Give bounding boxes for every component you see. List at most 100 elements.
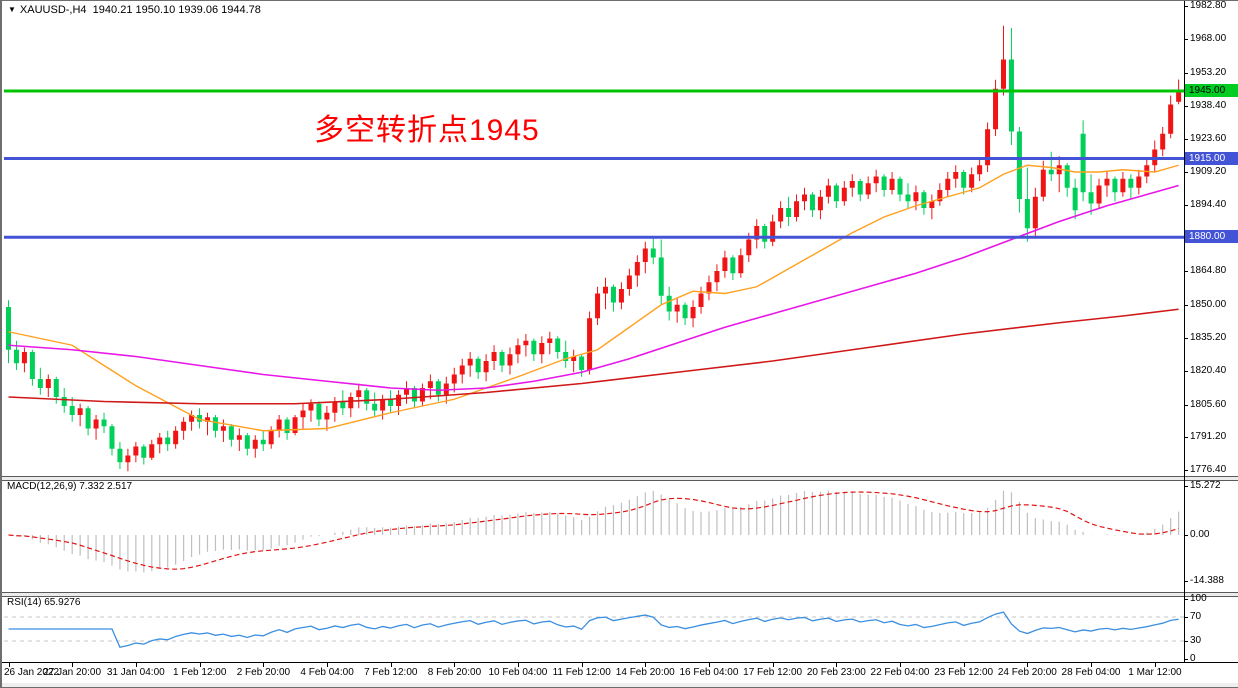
time-label: 1 Mar 12:00 [1128, 667, 1182, 678]
axis-tick [1184, 171, 1188, 173]
time-label: 4 Feb 04:00 [300, 667, 354, 678]
price-level-tag-1880.00[interactable]: 1880.00 [1185, 230, 1238, 244]
time-label: 22 Feb 04:00 [870, 667, 930, 678]
axis-tick [1184, 485, 1188, 487]
time-label: 20 Feb 23:00 [806, 667, 866, 678]
time-tick [454, 663, 456, 667]
price-tick-1820.4: 1820.40 [1190, 365, 1227, 377]
price-tick-1982.8: 1982.80 [1190, 0, 1227, 11]
axis-tick [1184, 338, 1188, 340]
time-label: 17 Feb 12:00 [743, 667, 803, 678]
time-tick [517, 663, 519, 667]
collapse-quotes-icon[interactable]: ▼ [8, 5, 16, 14]
macd-histogram [15, 490, 1180, 573]
time-tick [1154, 663, 1156, 667]
price-axis-line [1184, 1, 1185, 662]
axis-tick [1184, 204, 1188, 206]
time-tick [263, 663, 265, 667]
time-label: 11 Feb 12:00 [552, 667, 611, 678]
rsi-tick-0: 0 [1190, 653, 1196, 664]
price-tick-1850: 1850.00 [1190, 298, 1227, 310]
rsi-indicator-pane[interactable] [4, 596, 1184, 662]
rsi-tick-30: 30 [1190, 635, 1202, 646]
time-tick [900, 663, 902, 667]
macd-indicator-pane[interactable] [4, 480, 1184, 592]
time-tick [963, 663, 965, 667]
macd-label: MACD(12,26,9) 7.332 2.517 [7, 481, 133, 492]
time-label: 8 Feb 20:00 [427, 667, 482, 678]
time-label: 7 Feb 12:00 [364, 667, 418, 678]
ma-mid-magenta [8, 184, 1179, 392]
axis-tick [1184, 5, 1188, 7]
axis-tick [1184, 371, 1188, 373]
price-tick-1938.4: 1938.40 [1190, 99, 1227, 111]
time-label: 31 Jan 04:00 [106, 667, 165, 678]
ma-fast-orange [8, 164, 1179, 432]
ma-slow-darkred [8, 308, 1179, 405]
rsi-tick-70: 70 [1190, 611, 1202, 622]
rsi-label: RSI(14) 65.9276 [7, 597, 81, 608]
axis-tick [1184, 139, 1188, 141]
price-level-tag-1945.00[interactable]: 1945.00 [1185, 84, 1238, 97]
candles-layer [6, 25, 1182, 472]
time-label: 28 Feb 04:00 [1061, 667, 1121, 678]
price-tick-1776.4: 1776.40 [1190, 464, 1227, 476]
ohlc-values: 1940.21 1950.10 1939.06 1944.78 [92, 4, 261, 16]
time-tick [8, 663, 10, 667]
price-tick-1791.2: 1791.20 [1190, 431, 1227, 443]
axis-tick [1184, 437, 1188, 439]
price-tick-1805.6: 1805.60 [1190, 398, 1227, 410]
time-label: 16 Feb 04:00 [679, 667, 739, 678]
axis-tick [1184, 659, 1188, 660]
axis-tick [1184, 404, 1188, 406]
price-level-tag-1915.00[interactable]: 1915.00 [1185, 151, 1238, 165]
price-tick-1923.6: 1923.60 [1190, 133, 1227, 145]
time-tick [836, 663, 838, 667]
axis-tick [1184, 641, 1188, 642]
pivot-annotation-text: 多空转折点1945 [314, 114, 540, 147]
time-label: 26 Jan 2022 [4, 667, 60, 678]
macd-signal-line [8, 491, 1179, 570]
axis-tick [1184, 271, 1188, 273]
price-tick-1894.4: 1894.40 [1190, 198, 1227, 210]
axis-tick [1184, 535, 1188, 536]
time-label: 2 Feb 20:00 [236, 667, 291, 678]
time-tick [326, 663, 328, 667]
axis-tick [1184, 72, 1188, 74]
time-label: 1 Feb 12:00 [173, 667, 227, 678]
axis-tick [1184, 470, 1188, 472]
time-label: 14 Feb 20:00 [615, 667, 675, 678]
axis-tick [1184, 599, 1188, 600]
window-bottom-strip [2, 683, 1238, 687]
pane-divider[interactable] [2, 476, 1238, 481]
time-tick [772, 663, 774, 667]
time-label: 27 Jan 20:00 [43, 667, 101, 678]
time-tick [581, 663, 583, 667]
axis-tick [1184, 39, 1188, 41]
macd-tick-15.272: 15.272 [1190, 479, 1221, 491]
axis-tick [1184, 105, 1188, 107]
symbol-period-label: XAUUSD-,H4 [19, 4, 87, 16]
axis-tick [1184, 617, 1188, 618]
time-tick [645, 663, 647, 667]
rsi-tick-100: 100 [1190, 593, 1207, 604]
time-tick [708, 663, 710, 667]
time-tick [72, 663, 74, 667]
price-tick-1909.2: 1909.20 [1190, 165, 1227, 177]
rsi-line [8, 611, 1179, 649]
time-label: 10 Feb 04:00 [488, 667, 548, 678]
time-tick [135, 663, 137, 667]
time-tick [199, 663, 201, 667]
price-tick-1835.2: 1835.20 [1190, 332, 1227, 344]
time-label: 23 Feb 12:00 [934, 667, 994, 678]
time-tick [1091, 663, 1093, 667]
time-axis[interactable]: 26 Jan 2022 27 Jan 20:00 31 Jan 04:00 1 Feb… [2, 662, 1238, 687]
axis-tick [1184, 304, 1188, 306]
time-label: 24 Feb 20:00 [997, 667, 1057, 678]
price-chart-pane[interactable] [4, 3, 1184, 476]
time-tick [390, 663, 392, 667]
time-tick [1027, 663, 1029, 667]
chart-title: ▼ XAUUSD-,H4 1940.21 1950.10 1939.06 1944… [8, 4, 261, 16]
pane-divider[interactable] [2, 592, 1238, 597]
